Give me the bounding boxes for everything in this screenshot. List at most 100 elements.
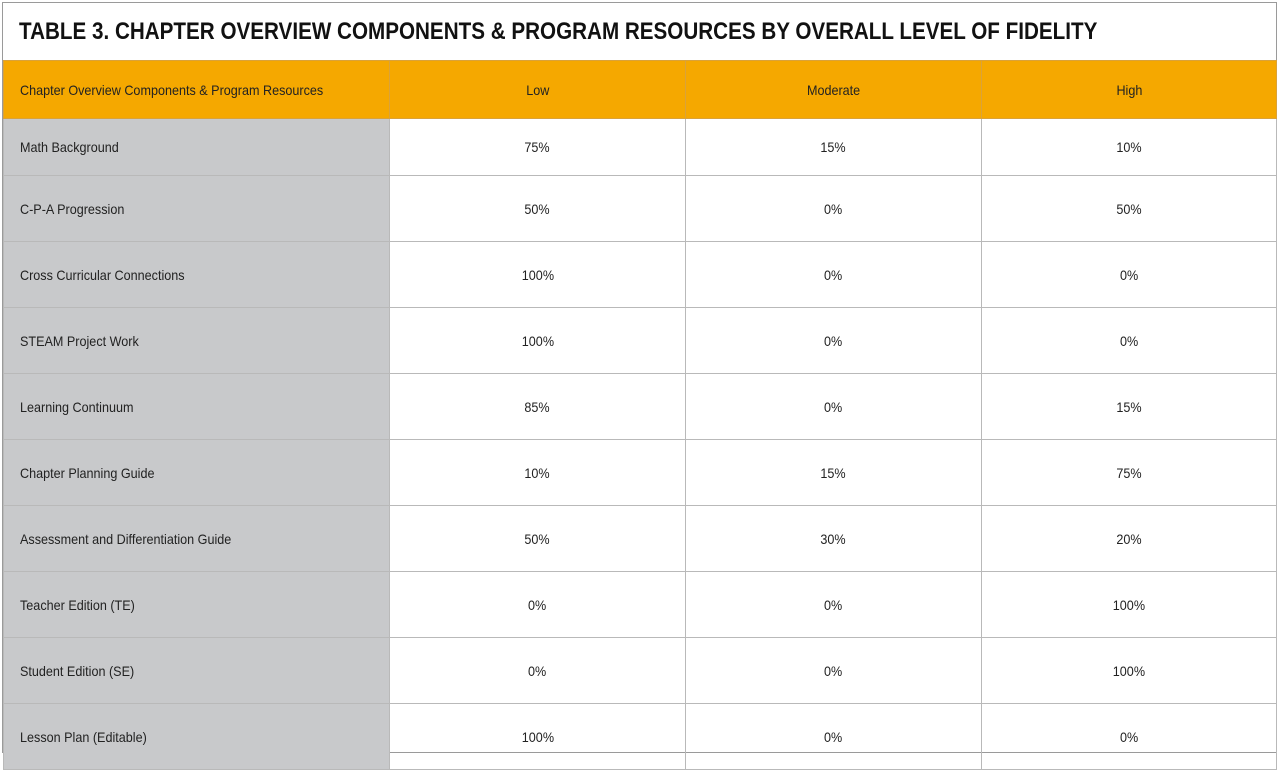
cell-value: 0%	[1119, 728, 1139, 745]
cell-high: 0%	[981, 241, 1277, 308]
cell-value: 85%	[524, 398, 551, 415]
table-row: Lesson Plan (Editable) 100% 0% 0%	[3, 703, 1277, 770]
cell-moderate: 0%	[685, 703, 982, 770]
table-title: TABLE 3. CHAPTER OVERVIEW COMPONENTS & P…	[19, 17, 1098, 45]
cell-low: 0%	[389, 571, 686, 638]
cell-moderate: 0%	[685, 571, 982, 638]
cell-value: 75%	[524, 139, 551, 155]
table-row: C-P-A Progression 50% 0% 50%	[3, 175, 1277, 242]
cell-high: 20%	[981, 505, 1277, 572]
row-label-cell: Student Edition (SE)	[3, 637, 390, 704]
cell-low: 0%	[389, 637, 686, 704]
row-label-cell: Teacher Edition (TE)	[3, 571, 390, 638]
cell-value: 75%	[1116, 464, 1142, 481]
cell-value: 100%	[1112, 662, 1146, 679]
cell-low: 100%	[389, 241, 686, 308]
row-label-cell: STEAM Project Work	[3, 307, 390, 374]
cell-value: 0%	[824, 728, 843, 745]
table-row: Chapter Planning Guide 10% 15% 75%	[3, 439, 1277, 506]
cell-value: 50%	[1116, 200, 1142, 217]
column-header-high: High	[981, 60, 1277, 119]
cell-value: 0%	[824, 200, 843, 217]
row-label-cell: Assessment and Differentiation Guide	[3, 505, 390, 572]
row-label-cell: Learning Continuum	[3, 373, 390, 440]
cell-low: 100%	[389, 307, 686, 374]
cell-value: 30%	[820, 530, 847, 547]
cell-value: 0%	[528, 662, 547, 679]
cell-value: 100%	[521, 266, 554, 283]
table-row: STEAM Project Work 100% 0% 0%	[3, 307, 1277, 374]
cell-high: 100%	[981, 571, 1277, 638]
cell-moderate: 0%	[685, 307, 982, 374]
cell-value: 0%	[824, 398, 843, 415]
column-header-moderate: Moderate	[685, 60, 982, 119]
cell-moderate: 0%	[685, 241, 982, 308]
table-row: Assessment and Differentiation Guide 50% 3…	[3, 505, 1277, 572]
cell-low: 100%	[389, 703, 686, 770]
row-label: C-P-A Progression	[20, 200, 125, 217]
cell-moderate: 15%	[685, 439, 982, 506]
cell-value: 0%	[528, 596, 547, 613]
table-row: Cross Curricular Connections 100% 0% 0%	[3, 241, 1277, 308]
row-label-cell: Lesson Plan (Editable)	[3, 703, 390, 770]
cell-value: 50%	[524, 530, 551, 547]
row-label: Math Background	[20, 139, 119, 155]
cell-moderate: 30%	[685, 505, 982, 572]
cell-value: 0%	[1119, 332, 1139, 349]
row-label: Chapter Planning Guide	[20, 464, 155, 481]
cell-value: 20%	[1116, 530, 1142, 547]
cell-moderate: 0%	[685, 373, 982, 440]
cell-value: 15%	[1116, 398, 1142, 415]
cell-value: 0%	[824, 662, 843, 679]
cell-high: 100%	[981, 637, 1277, 704]
cell-value: 0%	[824, 596, 843, 613]
cell-low: 10%	[389, 439, 686, 506]
cell-value: 15%	[820, 139, 847, 155]
cell-moderate: 0%	[685, 175, 982, 242]
cell-value: 50%	[524, 200, 551, 217]
row-label: Assessment and Differentiation Guide	[20, 530, 232, 547]
cell-low: 75%	[389, 118, 686, 176]
cell-high: 0%	[981, 703, 1277, 770]
row-label: STEAM Project Work	[20, 332, 139, 349]
cell-high: 15%	[981, 373, 1277, 440]
row-label: Learning Continuum	[20, 398, 134, 415]
cell-value: 10%	[1116, 139, 1142, 155]
row-label-cell: Cross Curricular Connections	[3, 241, 390, 308]
cell-low: 85%	[389, 373, 686, 440]
table-row: Student Edition (SE) 0% 0% 100%	[3, 637, 1277, 704]
fidelity-table: Chapter Overview Components & Program Re…	[3, 60, 1277, 770]
cell-value: 100%	[521, 332, 554, 349]
cell-low: 50%	[389, 175, 686, 242]
row-label: Cross Curricular Connections	[20, 266, 185, 283]
table-row: Teacher Edition (TE) 0% 0% 100%	[3, 571, 1277, 638]
cell-value: 100%	[1112, 596, 1146, 613]
row-label-cell: Chapter Planning Guide	[3, 439, 390, 506]
cell-value: 0%	[824, 332, 843, 349]
row-label-cell: C-P-A Progression	[3, 175, 390, 242]
column-header-component: Chapter Overview Components & Program Re…	[3, 60, 390, 119]
cell-value: 100%	[521, 728, 554, 745]
row-label: Teacher Edition (TE)	[20, 596, 135, 613]
cell-value: 10%	[524, 464, 551, 481]
cell-moderate: 15%	[685, 118, 982, 176]
row-label: Lesson Plan (Editable)	[20, 728, 147, 745]
row-label-cell: Math Background	[3, 118, 390, 176]
cell-high: 50%	[981, 175, 1277, 242]
cell-high: 75%	[981, 439, 1277, 506]
column-header-low: Low	[389, 60, 686, 119]
cell-high: 10%	[981, 118, 1277, 176]
cell-high: 0%	[981, 307, 1277, 374]
title-bar: TABLE 3. CHAPTER OVERVIEW COMPONENTS & P…	[3, 3, 1276, 60]
table-row: Learning Continuum 85% 0% 15%	[3, 373, 1277, 440]
cell-moderate: 0%	[685, 637, 982, 704]
cell-value: 0%	[824, 266, 843, 283]
row-label: Student Edition (SE)	[20, 662, 135, 679]
header-row: Chapter Overview Components & Program Re…	[3, 60, 1277, 119]
table-body: Math Background 75% 15% 10% C-P-A Progressio…	[3, 118, 1277, 770]
table-row: Math Background 75% 15% 10%	[3, 118, 1277, 176]
cell-low: 50%	[389, 505, 686, 572]
cell-value: 15%	[820, 464, 847, 481]
cell-value: 0%	[1119, 266, 1139, 283]
